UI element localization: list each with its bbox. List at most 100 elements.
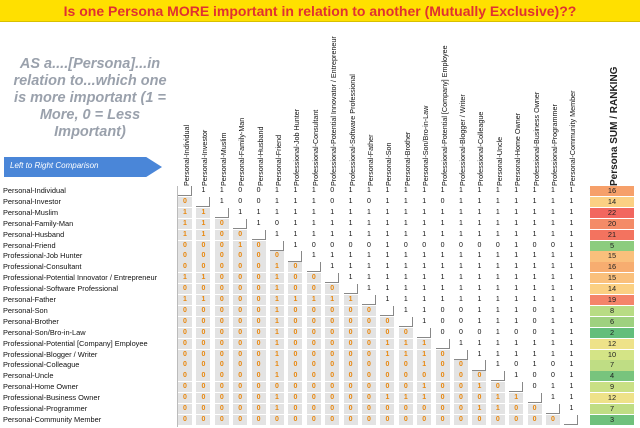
- matrix-cell: 1: [422, 263, 427, 271]
- matrix-cell: 1: [270, 295, 284, 306]
- matrix-cell: 1: [348, 219, 353, 227]
- column-header-label: Professional-Blogger / Writer: [458, 94, 467, 186]
- matrix-cell: 1: [270, 360, 284, 371]
- matrix-cell: 0: [343, 338, 358, 349]
- matrix-cell: 1: [514, 230, 519, 238]
- matrix-cell: 0: [311, 241, 316, 249]
- matrix-cell: 1: [440, 263, 445, 271]
- matrix-cell: 1: [311, 208, 316, 216]
- matrix-cell: 0: [527, 414, 542, 426]
- column-header: Professional-Programmer: [546, 26, 560, 186]
- matrix-cell: 1: [311, 230, 316, 238]
- matrix-cell: 0: [178, 338, 192, 349]
- matrix-cell: 1: [196, 273, 211, 284]
- matrix-cell: 0: [435, 360, 450, 371]
- matrix-cell: 1: [367, 274, 371, 282]
- matrix-cell: 1: [293, 241, 298, 249]
- table-row: Personal-Family-Man 1 1 0 1 0 1 1 1 1 1 1 1 1 1 1 1 1 1 1 1 1…: [0, 218, 640, 229]
- column-header: Personal-Husband: [252, 26, 266, 186]
- column-header: Personal-Home Owner: [509, 26, 523, 186]
- column-header-label: Professional-Consultant: [310, 109, 320, 186]
- column-header-label: Personal-Family-Man: [237, 117, 247, 186]
- matrix-cell: 0: [325, 382, 340, 393]
- matrix-cell: 1: [551, 339, 555, 347]
- matrix-cell: 0: [398, 382, 413, 393]
- matrix-cell: 1: [385, 274, 390, 282]
- ranking-cell: 19: [590, 295, 634, 306]
- right-arrow-icon: Left to Right Comparison: [4, 157, 162, 177]
- matrix-cell: 1: [422, 187, 427, 194]
- matrix-cell: 0: [435, 404, 450, 415]
- row-label: Personal-Son/Bro-in-Law: [3, 327, 86, 337]
- matrix-cell: 1: [343, 295, 358, 306]
- matrix-cell: 0: [251, 382, 266, 393]
- matrix-cell: 1: [569, 241, 574, 249]
- matrix-cell: 0: [214, 305, 229, 317]
- table-row: Personal-Brother 0 0 0 0 0 1 0 0 0 0 0 0 1 0 0 1 1 1 0 1 1 6: [0, 316, 640, 327]
- matrix-cell: 1: [551, 219, 555, 227]
- matrix-cell: 1: [275, 230, 279, 238]
- column-header-label: Personal-Individual: [182, 124, 191, 186]
- matrix-cell: 0: [459, 317, 463, 325]
- matrix-cell: 0: [509, 404, 524, 415]
- ranking-cell: 5: [590, 240, 634, 251]
- table-row: Professional-Job Hunter 0 0 0 0 0 0 1 1 1 1 1 1 1 1 1 1 1…: [0, 251, 640, 262]
- matrix-cell: 0: [440, 328, 445, 336]
- matrix-cell: 1: [367, 285, 371, 293]
- matrix-cell: 0: [214, 316, 229, 327]
- matrix-cell: 1: [514, 219, 519, 227]
- matrix-cell: 1: [569, 285, 574, 293]
- matrix-cell: 1: [514, 208, 519, 216]
- column-header: Personal-Investor: [196, 26, 210, 186]
- matrix-cell: 1: [422, 197, 427, 205]
- column-header: Professional-Business Owner: [528, 26, 542, 186]
- matrix-cell: [398, 316, 413, 327]
- matrix-cell: 1: [477, 317, 482, 325]
- matrix-cell: [454, 349, 468, 360]
- matrix-cell: 1: [514, 317, 519, 325]
- matrix-cell: 0: [233, 229, 248, 240]
- matrix-cell: 1: [311, 219, 316, 227]
- matrix-cell: 0: [288, 414, 303, 426]
- matrix-cell: 1: [514, 187, 519, 194]
- column-header-label: Professional-Software Professional: [347, 74, 357, 186]
- matrix-cell: 1: [270, 404, 284, 415]
- matrix-cell: 1: [385, 263, 390, 271]
- matrix-cell: 1: [422, 285, 427, 293]
- matrix-cell: 0: [380, 371, 395, 382]
- matrix-cell: 0: [251, 349, 266, 360]
- column-header-label: Personal-Home Owner: [513, 112, 523, 186]
- matrix-cell: [196, 196, 211, 208]
- matrix-cell: 0: [435, 414, 450, 426]
- matrix-cell: 0: [196, 251, 211, 262]
- column-header: Personal-Father: [362, 26, 376, 186]
- matrix-cell: 0: [251, 371, 266, 382]
- matrix-cell: 1: [477, 306, 482, 314]
- ranking-cell: 7: [590, 404, 634, 415]
- matrix-cell: 0: [509, 414, 524, 426]
- row-label: Personal-Family-Man: [3, 218, 74, 228]
- matrix-cell: [417, 327, 432, 338]
- matrix-cell: 0: [233, 338, 248, 349]
- matrix-cell: 0: [454, 404, 468, 415]
- matrix-cell: 0: [330, 241, 335, 249]
- row-label: Professional-Consultant: [3, 262, 82, 272]
- matrix-cell: 1: [495, 274, 500, 282]
- matrix-cell: 1: [495, 296, 500, 303]
- matrix-cell: 1: [270, 305, 284, 317]
- matrix-cell: 1: [348, 274, 353, 282]
- matrix-cell: 1: [490, 404, 505, 415]
- matrix-cell: 0: [362, 404, 376, 415]
- matrix-cell: 1: [403, 263, 408, 271]
- matrix-cell: 0: [343, 316, 358, 327]
- column-header-label: Personal-Muslim: [218, 132, 228, 186]
- matrix-cell: 1: [293, 197, 298, 205]
- matrix-cell: 1: [440, 230, 445, 238]
- matrix-cell: 0: [306, 404, 321, 415]
- matrix-cell: 1: [348, 230, 353, 238]
- matrix-cell: 1: [514, 339, 519, 347]
- column-header: Personal-Community Member: [564, 26, 578, 186]
- row-label: Personal-Son: [3, 305, 48, 315]
- matrix-cell: 0: [306, 338, 321, 349]
- matrix-cell: 0: [514, 328, 519, 336]
